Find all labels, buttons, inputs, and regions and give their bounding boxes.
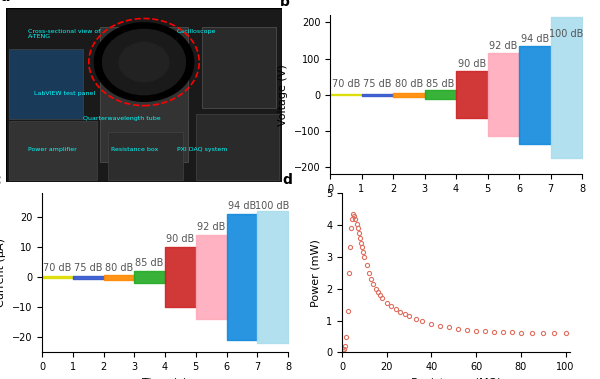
Y-axis label: Power (mW): Power (mW): [310, 239, 320, 307]
Text: c: c: [0, 173, 1, 187]
FancyBboxPatch shape: [9, 49, 83, 119]
Text: LabVIEW test panel: LabVIEW test panel: [34, 91, 95, 96]
Text: 92 dB: 92 dB: [489, 41, 517, 51]
Text: 100 dB: 100 dB: [549, 29, 583, 39]
FancyBboxPatch shape: [202, 27, 277, 108]
Text: 70 dB: 70 dB: [43, 263, 71, 273]
Circle shape: [103, 29, 185, 95]
X-axis label: Time (s): Time (s): [433, 200, 479, 210]
Text: Quarterwavelength tube: Quarterwavelength tube: [83, 116, 161, 121]
Text: 80 dB: 80 dB: [105, 263, 133, 273]
Text: 100 dB: 100 dB: [256, 201, 290, 211]
Text: 85 dB: 85 dB: [426, 79, 454, 89]
Y-axis label: Current (μA): Current (μA): [0, 238, 6, 307]
X-axis label: Resistance (MΩ): Resistance (MΩ): [411, 378, 501, 379]
FancyBboxPatch shape: [6, 8, 282, 182]
Text: 80 dB: 80 dB: [395, 79, 423, 89]
FancyBboxPatch shape: [108, 132, 182, 180]
Text: b: b: [280, 0, 289, 9]
Text: Oscilloscope: Oscilloscope: [177, 28, 217, 33]
Text: Cross-sectional view of
A-TENG: Cross-sectional view of A-TENG: [28, 28, 100, 39]
Circle shape: [119, 42, 169, 81]
Text: 90 dB: 90 dB: [458, 60, 486, 69]
Text: PXI DAQ system: PXI DAQ system: [177, 147, 227, 152]
FancyBboxPatch shape: [100, 27, 188, 162]
Text: d: d: [283, 173, 293, 187]
Text: 70 dB: 70 dB: [332, 79, 360, 89]
FancyBboxPatch shape: [196, 114, 279, 180]
Text: 94 dB: 94 dB: [228, 201, 256, 211]
X-axis label: Time (s): Time (s): [142, 378, 188, 379]
Text: 75 dB: 75 dB: [74, 263, 103, 273]
Text: 90 dB: 90 dB: [166, 234, 194, 244]
Text: 85 dB: 85 dB: [136, 258, 164, 268]
Text: Power amplifier: Power amplifier: [28, 147, 77, 152]
Y-axis label: Voltage (V): Voltage (V): [278, 64, 288, 125]
Text: 75 dB: 75 dB: [363, 79, 392, 89]
FancyBboxPatch shape: [9, 121, 97, 180]
Text: a: a: [1, 0, 10, 4]
Text: 94 dB: 94 dB: [521, 34, 549, 44]
Text: Resistance box: Resistance box: [111, 147, 158, 152]
Text: 92 dB: 92 dB: [197, 222, 226, 232]
Circle shape: [94, 23, 194, 101]
